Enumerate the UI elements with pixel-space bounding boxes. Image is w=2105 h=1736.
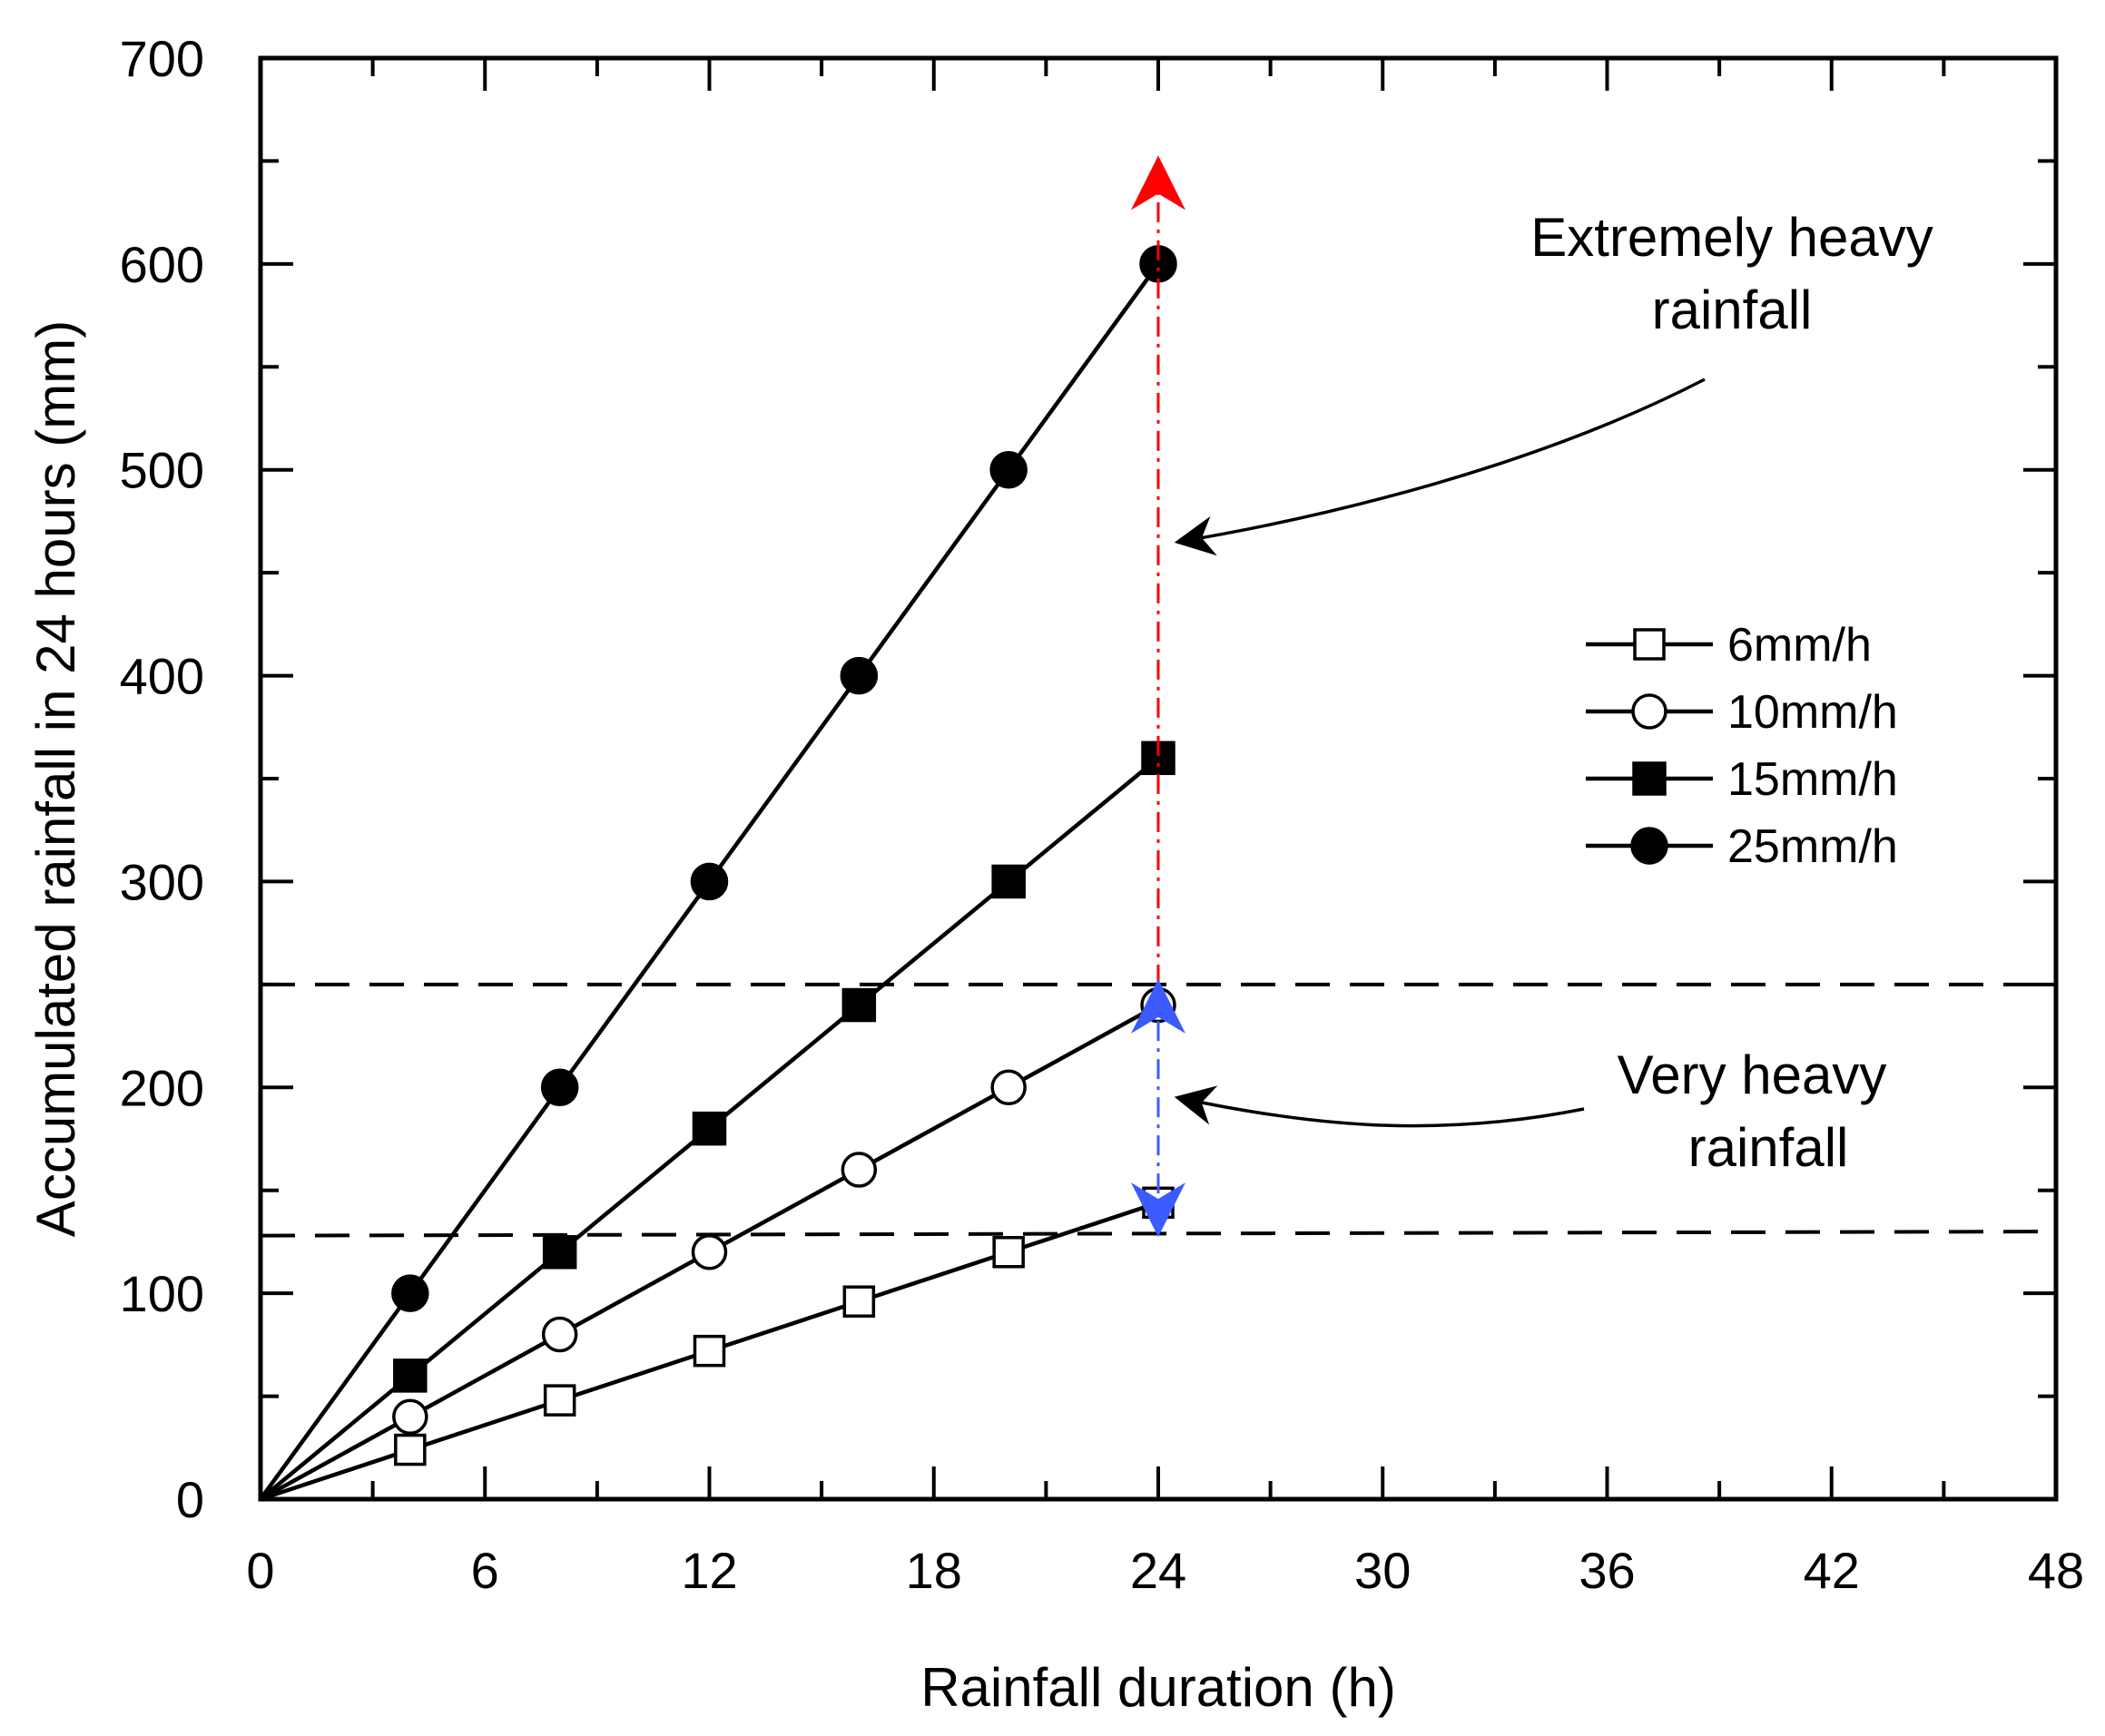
y-tick-label: 600 xyxy=(120,236,204,293)
data-point xyxy=(691,1234,728,1270)
data-point xyxy=(693,1334,726,1368)
legend-label: 10mm/h xyxy=(1727,686,1898,739)
y-tick-label: 400 xyxy=(120,648,204,705)
data-point xyxy=(690,862,729,901)
data-point xyxy=(541,1316,578,1353)
series-25mm-h xyxy=(259,245,1177,1501)
x-tick-label: 48 xyxy=(2028,1542,2084,1599)
data-point xyxy=(542,1235,577,1270)
data-point xyxy=(990,1069,1027,1106)
data-point xyxy=(692,1111,727,1146)
legend-marker xyxy=(1632,761,1667,796)
annotation-very-heavy-arrow xyxy=(1174,1085,1585,1128)
axes: 0 6 12 18 24 30 36 42 48 0 100 200 300 400 500 600 700 xyxy=(120,30,2085,1599)
x-tick-label: 30 xyxy=(1354,1542,1411,1599)
data-point xyxy=(842,1285,876,1318)
x-tick-label: 24 xyxy=(1130,1542,1186,1599)
legend: 6mm/h 10mm/h 15mm/h 25mm/h xyxy=(1586,619,1898,873)
series-group xyxy=(259,245,1177,1502)
legend-item: 15mm/h xyxy=(1586,753,1898,806)
legend-item: 10mm/h xyxy=(1586,686,1898,739)
annotation-extreme-arrow xyxy=(1174,378,1706,556)
y-tick-label: 100 xyxy=(120,1265,204,1322)
y-tick-label: 200 xyxy=(120,1059,204,1116)
data-point xyxy=(393,1358,428,1393)
x-tick-label: 6 xyxy=(471,1542,499,1599)
legend-item: 6mm/h xyxy=(1586,619,1872,672)
data-point xyxy=(540,1068,579,1107)
legend-marker xyxy=(1630,827,1668,865)
data-point xyxy=(391,1274,429,1312)
data-point xyxy=(392,1398,428,1436)
legend-label: 25mm/h xyxy=(1727,820,1898,873)
x-tick-label: 18 xyxy=(906,1542,962,1599)
y-tick-label: 0 xyxy=(176,1471,204,1528)
x-tick-label: 0 xyxy=(246,1542,274,1599)
annotation-extreme-line1: Extremely heavy xyxy=(1530,207,1933,268)
data-point xyxy=(841,987,877,1023)
data-point xyxy=(543,1384,576,1417)
annotation-very-heavy-line1: Very heavy xyxy=(1618,1045,1887,1105)
legend-marker xyxy=(1631,693,1667,730)
x-axis-label: Rainfall duration (h) xyxy=(920,1657,1396,1718)
x-tick-label: 36 xyxy=(1579,1542,1635,1599)
data-point xyxy=(989,450,1028,489)
y-tick-label: 300 xyxy=(120,853,204,910)
annotation-extreme-line2: rainfall xyxy=(1652,280,1813,340)
y-axis-label: Accumulated rainfall in 24 hours (mm) xyxy=(25,320,86,1237)
data-point xyxy=(992,1236,1025,1269)
data-point xyxy=(840,656,879,695)
data-point xyxy=(841,1152,878,1188)
y-tick-label: 700 xyxy=(120,30,204,87)
data-point xyxy=(991,864,1026,899)
data-point xyxy=(394,1433,427,1466)
legend-label: 15mm/h xyxy=(1727,753,1898,806)
x-tick-label: 12 xyxy=(681,1542,737,1599)
reference-line xyxy=(260,1230,2057,1238)
series-15mm-h xyxy=(259,740,1175,1501)
legend-item: 25mm/h xyxy=(1586,820,1898,873)
legend-marker xyxy=(1633,628,1666,661)
annotations: Extremely heavy rainfall Very heavy rainfal… xyxy=(1174,207,1933,1178)
x-tick-label: 42 xyxy=(1804,1542,1860,1599)
legend-label: 6mm/h xyxy=(1727,619,1872,672)
annotation-very-heavy-line2: rainfall xyxy=(1688,1117,1849,1178)
y-tick-label: 500 xyxy=(120,442,204,499)
